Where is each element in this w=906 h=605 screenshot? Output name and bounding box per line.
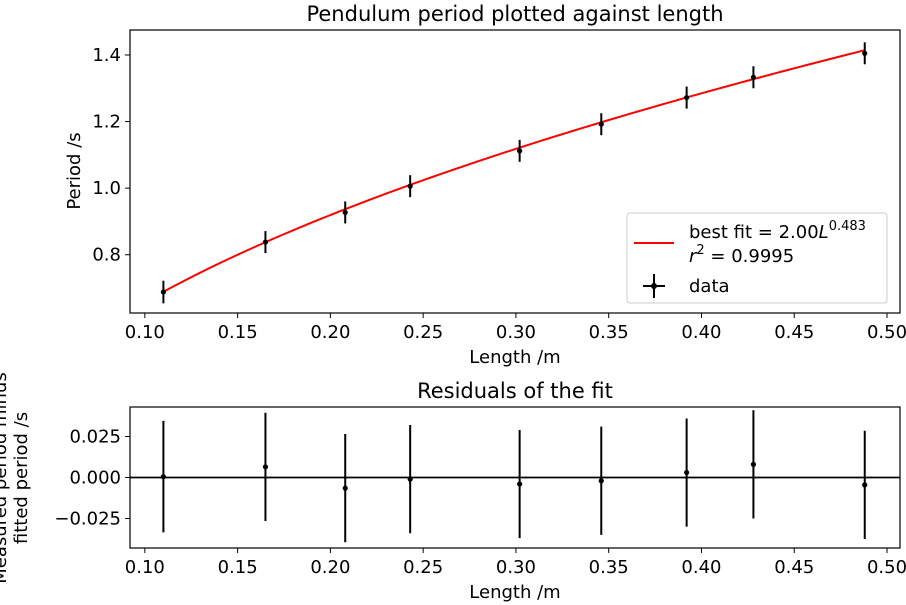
fit-curve (162, 49, 865, 293)
x-tick-label: 0.10 (125, 322, 165, 343)
x-tick-label: 0.40 (681, 557, 721, 578)
x-tick-label: 0.10 (125, 557, 165, 578)
y-tick-label: 1.4 (92, 45, 121, 66)
x-tick-label: 0.45 (774, 322, 814, 343)
residuals-plot-area: 0.10 0.15 0.20 0.25 0.30 0.35 0.40 0.45 0.50 0.02… (54, 410, 906, 578)
residual-point (262, 464, 269, 470)
residuals-chart: Residuals of the fit 0.10 0.15 0.20 0.25 0.3… (0, 372, 906, 603)
residual-point (517, 481, 523, 487)
y-tick-label: 1.0 (92, 178, 121, 199)
data-point (160, 289, 166, 295)
residual-point (160, 474, 166, 480)
residual-point (684, 469, 690, 476)
x-tick-label: 0.20 (310, 557, 350, 578)
main-chart-title: Pendulum period plotted against length (306, 2, 723, 26)
svg-text:fitted period /s: fitted period /s (11, 412, 32, 544)
legend-data-label: data (689, 276, 730, 297)
legend-fit-label: best fit = 2.00L0.483 (689, 219, 866, 243)
data-point (598, 121, 604, 127)
legend-r2-label: r2 = 0.9995 (689, 243, 794, 267)
x-tick-label: 0.30 (496, 557, 536, 578)
x-tick-label: 0.15 (218, 322, 258, 343)
svg-text:Measured period minus: Measured period minus (0, 372, 11, 583)
x-tick-label: 0.45 (774, 557, 814, 578)
residuals-x-axis-label: Length /m (469, 582, 560, 603)
x-tick-label: 0.30 (496, 322, 536, 343)
x-tick-label: 0.15 (218, 557, 258, 578)
y-tick-label: 1.2 (92, 112, 121, 133)
main-chart: Pendulum period plotted against length 0… (64, 2, 906, 368)
y-tick-label: 0.025 (69, 427, 121, 448)
residuals-chart-title: Residuals of the fit (417, 379, 613, 403)
main-axes-frame (129, 29, 901, 314)
residual-point (407, 476, 413, 482)
residual-point (598, 478, 604, 484)
x-tick-label: 0.40 (681, 322, 721, 343)
x-tick-label: 0.20 (310, 322, 350, 343)
main-y-axis-label: Period /s (64, 132, 85, 209)
y-tick-label: 0.8 (92, 245, 121, 266)
main-plot-area: 0.10 0.15 0.20 0.25 0.30 0.35 0.40 0.45 0.50 0.8 1… (92, 42, 906, 343)
data-point (862, 50, 868, 56)
x-tick-label: 0.25 (403, 557, 443, 578)
residual-point (342, 485, 348, 491)
y-tick-label: −0.025 (54, 508, 121, 529)
data-point (750, 74, 757, 80)
legend-frame (626, 212, 888, 304)
residual-point (862, 482, 868, 488)
data-point (517, 148, 523, 154)
y-tick-label: 0.000 (69, 468, 121, 489)
x-tick-label: 0.35 (589, 557, 629, 578)
data-point (684, 94, 690, 101)
data-point (262, 239, 269, 245)
x-tick-label: 0.50 (867, 557, 906, 578)
residuals-y-axis-label: Measured period minus fitted period /s (0, 372, 32, 583)
main-x-axis-label: Length /m (469, 347, 560, 368)
residual-point (750, 461, 757, 467)
main-legend: best fit = 2.00L0.483 r2 = 0.9995 data (626, 212, 888, 304)
x-tick-label: 0.35 (589, 322, 629, 343)
legend-data-swatch (643, 274, 665, 298)
data-point (342, 209, 348, 216)
data-point (407, 183, 413, 189)
residuals-axes-frame (129, 406, 901, 549)
x-tick-label: 0.25 (403, 322, 443, 343)
x-tick-label: 0.50 (867, 322, 906, 343)
